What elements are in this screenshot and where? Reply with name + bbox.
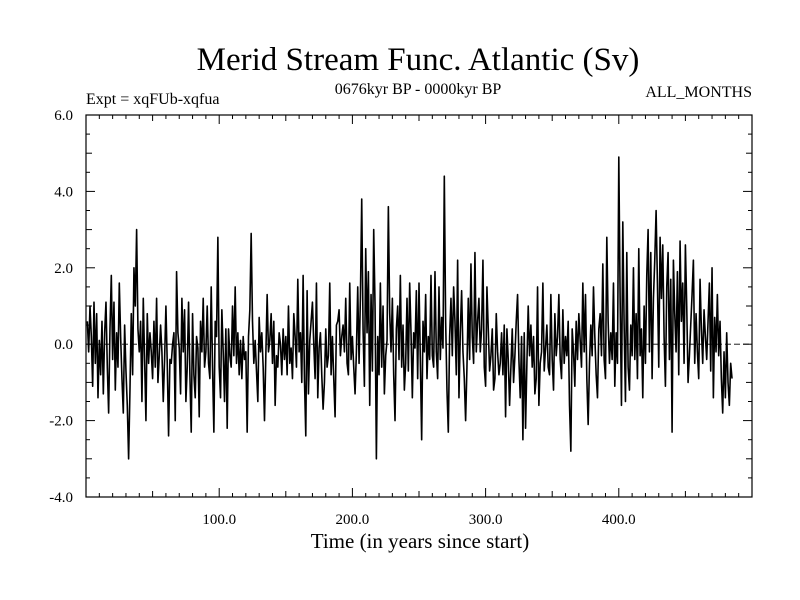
y-tick-label: 4.0 xyxy=(54,184,73,200)
y-tick-label: 6.0 xyxy=(54,108,73,124)
axis-ticks xyxy=(86,115,752,497)
months-label: ALL_MONTHS xyxy=(645,84,752,101)
x-tick-label: 100.0 xyxy=(202,512,236,528)
time-range-label: 0676kyr BP - 0000kyr BP xyxy=(335,81,502,98)
x-tick-label: 200.0 xyxy=(336,512,370,528)
x-tick-label: 400.0 xyxy=(602,512,636,528)
x-tick-label: 300.0 xyxy=(469,512,503,528)
x-axis-label: Time (in years since start) xyxy=(311,529,530,553)
y-tick-label: 2.0 xyxy=(54,261,73,277)
y-tick-label: -4.0 xyxy=(49,490,73,506)
chart-title: Merid Stream Func. Atlantic (Sv) xyxy=(197,42,640,78)
y-tick-label: -2.0 xyxy=(49,414,73,430)
y-tick-label: 0.0 xyxy=(54,337,73,353)
series-line-amoc xyxy=(86,156,733,460)
experiment-label: Expt = xqFUb-xqfua xyxy=(86,91,219,108)
axis-tick-labels: 100.0 200.0 300.0 400.0 -4.0 -2.0 0.0 2.0 4.0 6.0 xyxy=(49,108,635,528)
plot-frame xyxy=(85,114,753,498)
